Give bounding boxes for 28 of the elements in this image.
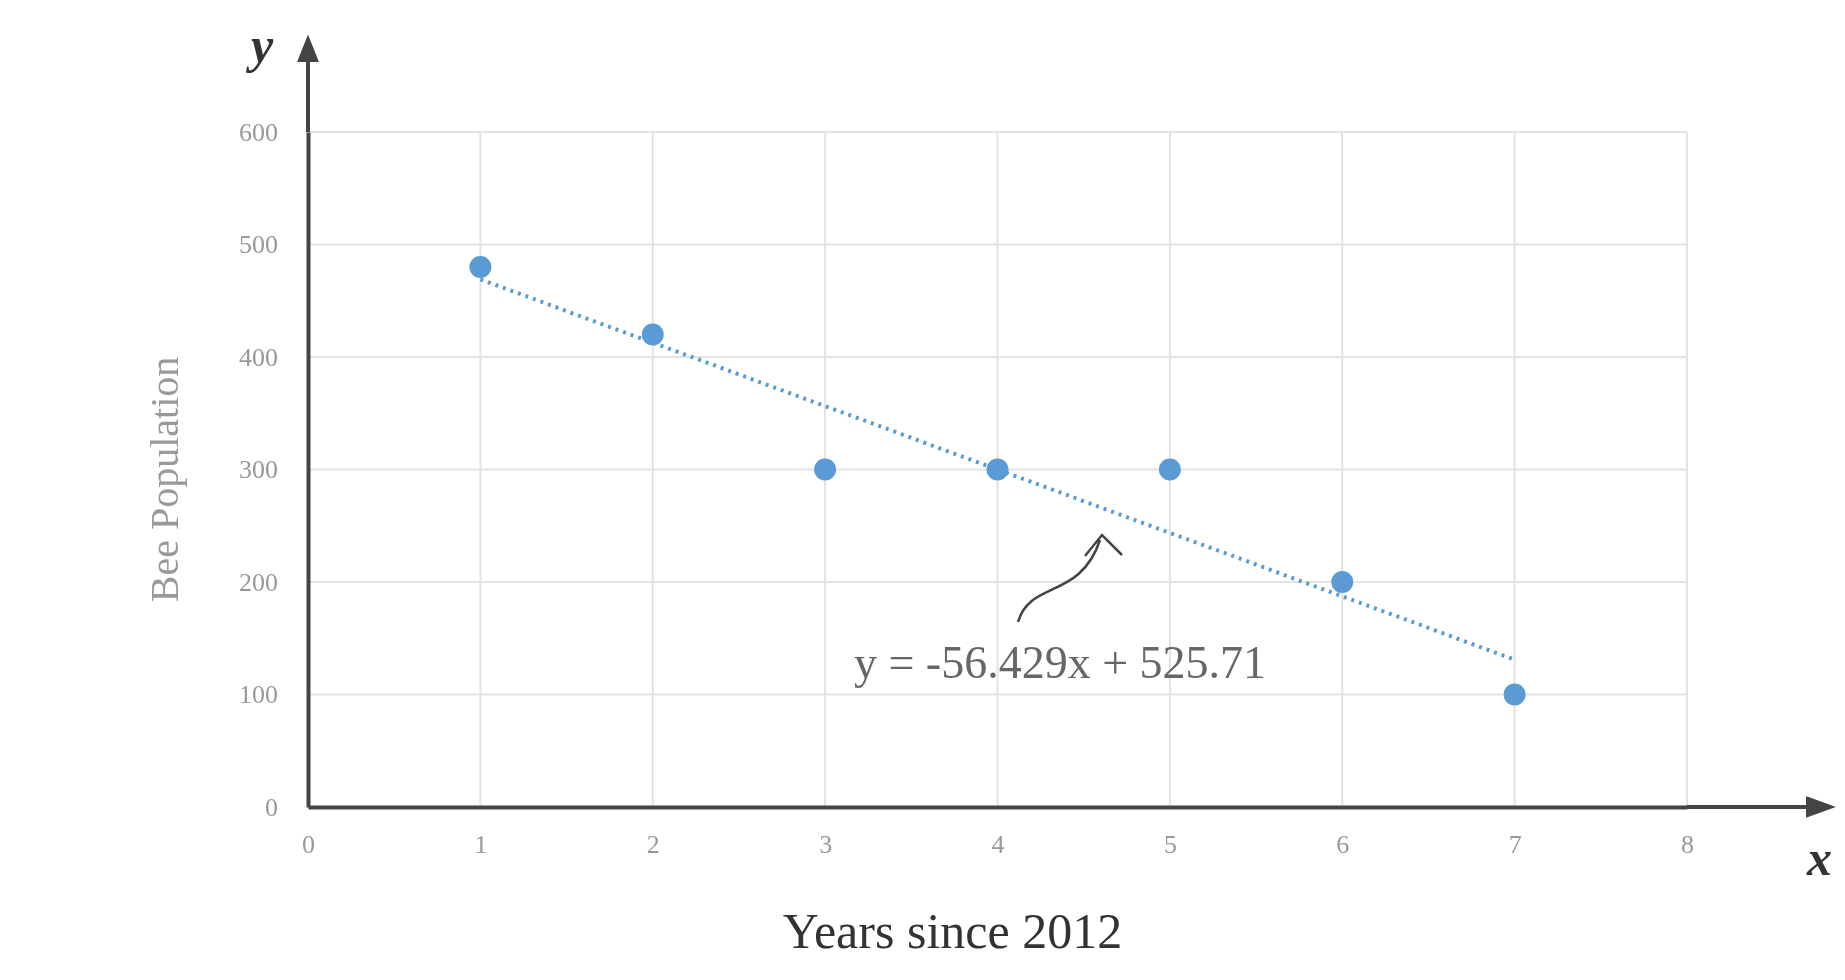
point	[814, 458, 837, 481]
x-tick-label: 1	[474, 830, 488, 860]
y-tick-label: 600	[239, 117, 278, 147]
x-tick-label: 5	[1163, 830, 1177, 860]
x-tick-label: 2	[646, 830, 660, 860]
point	[641, 323, 664, 346]
text: y	[245, 17, 274, 73]
annotation: y = -56.429x + 525.71	[853, 637, 1267, 688]
y-axis-title: Bee Population	[142, 356, 187, 603]
x-tick-label: 4	[991, 830, 1005, 860]
y-tick-label: 300	[239, 455, 278, 485]
y-tick-label: 200	[239, 567, 278, 597]
text: x	[1806, 830, 1832, 886]
point	[469, 256, 492, 278]
x-tick-label: 0	[302, 830, 315, 860]
y-tick-label: 0	[265, 792, 278, 822]
point	[1503, 683, 1526, 706]
y-tick-label: 400	[239, 342, 278, 372]
point	[1158, 458, 1181, 481]
y-tick-label: 500	[239, 230, 278, 260]
x-tick-label: 6	[1336, 830, 1350, 860]
point	[1331, 571, 1354, 593]
x-tick-label: 8	[1681, 830, 1694, 860]
y-tick-label: 100	[239, 680, 278, 710]
point	[986, 458, 1009, 481]
x-tick-label: 7	[1508, 830, 1522, 860]
x-axis-title: Years since 2012	[782, 903, 1123, 959]
x-tick-label: 3	[819, 830, 833, 860]
